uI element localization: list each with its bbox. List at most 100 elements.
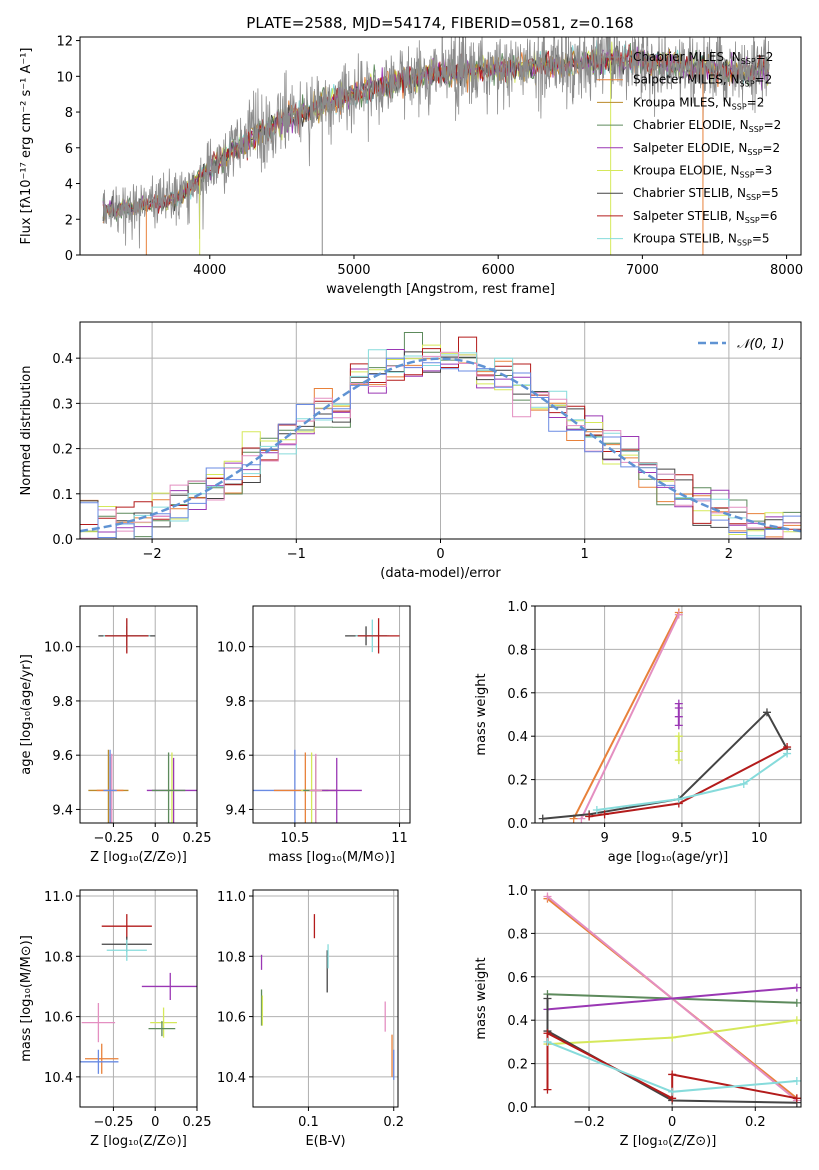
weight-marker xyxy=(792,983,801,992)
y-tick-label: 0.3 xyxy=(52,397,73,412)
legend-subscript: SSP xyxy=(737,239,752,248)
axes-frame xyxy=(79,321,802,540)
y-tick-label: 0.6 xyxy=(507,687,528,702)
plot-area xyxy=(538,608,792,823)
x-axis-label: (data-model)/error xyxy=(380,566,501,581)
weight-marker xyxy=(543,892,552,901)
weight-marker xyxy=(585,812,594,821)
x-tick-label: 0 xyxy=(151,831,159,846)
plot-area xyxy=(543,892,801,1107)
x-tick-label: 0.1 xyxy=(298,1115,319,1130)
legend-value: =2 xyxy=(762,141,780,155)
y-tick-label: 0.0 xyxy=(507,817,528,832)
weight-marker xyxy=(543,1085,552,1094)
x-tick-label: 0.25 xyxy=(183,831,212,846)
x-tick-label: 0 xyxy=(668,1115,676,1130)
panel-2: −2 −1 0 1 2 0.0 0.1 0.2 0.3 0.4 (data-model)/error… xyxy=(19,321,802,581)
y-tick-label: 9.4 xyxy=(225,803,246,818)
y-tick-label: 0.6 xyxy=(507,971,528,986)
plot-area xyxy=(80,914,197,1074)
x-axis-label: mass [log₁₀(M/M⊙)] xyxy=(268,850,395,865)
axes-frame xyxy=(534,889,802,1108)
x-tick-label: −1 xyxy=(287,547,306,562)
weight-marker xyxy=(762,708,771,717)
weight-marker xyxy=(792,1016,801,1025)
plot-area xyxy=(260,914,395,1080)
y-tick-label: 11.0 xyxy=(44,890,73,905)
legend-value: =5 xyxy=(752,232,770,246)
y-tick-label: 0.2 xyxy=(52,443,73,458)
axes-frame xyxy=(79,36,802,256)
panel-5: 9 9.5 10 0.0 0.2 0.4 0.6 0.8 1.0 age [log₁₀(age/y… xyxy=(474,600,802,865)
x-tick-label: −2 xyxy=(143,547,162,562)
x-tick-label: 0 xyxy=(151,1115,159,1130)
y-tick-label: 12 xyxy=(56,35,73,50)
legend-subscript: SSP xyxy=(745,216,760,225)
normal-curve xyxy=(80,357,801,533)
plot-area xyxy=(253,618,400,823)
weight-marker xyxy=(792,998,801,1007)
y-tick-label: 0.8 xyxy=(507,927,528,942)
weight-marker xyxy=(543,1029,552,1038)
legend-label: Chabrier MILES, NSSP=2 xyxy=(633,50,773,66)
legend-value: =2 xyxy=(747,95,765,109)
y-tick-label: 6 xyxy=(65,142,73,157)
weight-marker xyxy=(600,810,609,819)
x-tick-label: 4000 xyxy=(193,263,226,278)
weight-marker xyxy=(739,779,748,788)
x-tick-label: 0 xyxy=(436,547,444,562)
y-tick-label: 9.6 xyxy=(52,749,73,764)
weight-marker xyxy=(783,749,792,758)
x-tick-label: 7000 xyxy=(626,263,659,278)
panel-4: 10.5 11 9.4 9.6 9.8 10.0 mass [log₁₀(M/M⊙)] xyxy=(217,605,411,865)
weight-marker xyxy=(674,756,683,765)
histogram-series-8 xyxy=(80,357,801,539)
y-tick-label: 11.0 xyxy=(217,890,246,905)
x-tick-label: −0.25 xyxy=(94,831,134,846)
plot-area xyxy=(88,618,197,823)
y-tick-label: 9.4 xyxy=(52,803,73,818)
legend-label: Salpeter ELODIE, NSSP=2 xyxy=(633,141,780,157)
weight-marker xyxy=(674,721,683,730)
legend-value: =3 xyxy=(755,164,773,178)
x-tick-label: 5000 xyxy=(337,263,370,278)
axes-frame xyxy=(252,605,411,824)
x-tick-label: 11 xyxy=(391,831,408,846)
panel-3: −0.25 0 0.25 9.4 9.6 9.8 10.0 Z [log₁₀(Z/Z⊙)] ag… xyxy=(19,605,212,865)
weight-marker xyxy=(538,814,547,823)
legend-subscript: SSP xyxy=(740,80,755,89)
x-axis-label: E(B-V) xyxy=(305,1134,345,1149)
weight-marker xyxy=(792,1094,801,1103)
x-tick-label: 0.2 xyxy=(745,1115,766,1130)
y-axis-label: Normed distribution xyxy=(19,366,34,496)
legend-value: =2 xyxy=(756,50,774,64)
plot-area xyxy=(102,37,770,255)
axes-frame xyxy=(79,889,198,1108)
axes-frame xyxy=(534,605,802,824)
y-tick-label: 9.8 xyxy=(52,695,73,710)
y-tick-label: 1.0 xyxy=(507,884,528,899)
legend-value: =6 xyxy=(760,209,778,223)
legend-value: =2 xyxy=(755,73,773,87)
y-axis-label: mass weight xyxy=(474,673,489,755)
x-tick-label: 6000 xyxy=(482,263,515,278)
weight-marker xyxy=(668,1033,677,1042)
y-axis-label: age [log₁₀(age/yr)] xyxy=(19,654,34,775)
x-tick-label: 9.5 xyxy=(672,831,693,846)
y-tick-label: 10 xyxy=(56,70,73,85)
y-tick-label: 0.8 xyxy=(507,643,528,658)
y-tick-label: 0.2 xyxy=(507,1058,528,1073)
weight-marker xyxy=(674,699,683,708)
legend-label: Kroupa ELODIE, NSSP=3 xyxy=(633,164,772,180)
x-tick-label: 2 xyxy=(725,547,733,562)
panel-8: −0.2 0 0.2 0.0 0.2 0.4 0.6 0.8 1.0 Z [log₁₀(Z/Z⊙)… xyxy=(474,884,802,1149)
y-tick-label: 0.4 xyxy=(507,730,528,745)
y-tick-label: 10.6 xyxy=(217,1011,246,1026)
legend-value: =2 xyxy=(764,118,782,132)
weight-line-1 xyxy=(580,614,680,820)
legend-label: Kroupa STELIB, NSSP=5 xyxy=(633,232,770,248)
x-tick-label: 1 xyxy=(581,547,589,562)
y-tick-label: 10.4 xyxy=(44,1071,73,1086)
y-tick-label: 1.0 xyxy=(507,600,528,615)
